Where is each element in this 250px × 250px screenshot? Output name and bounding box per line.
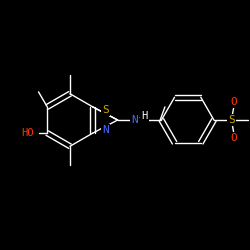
Text: S: S [102, 105, 108, 115]
Text: H: H [142, 110, 148, 120]
Text: O: O [230, 133, 237, 143]
Text: H: H [136, 114, 142, 124]
Text: HO: HO [21, 128, 34, 138]
Text: N: N [131, 115, 138, 125]
Text: O: O [230, 97, 237, 107]
Text: S: S [228, 115, 235, 125]
Text: N: N [102, 125, 108, 135]
